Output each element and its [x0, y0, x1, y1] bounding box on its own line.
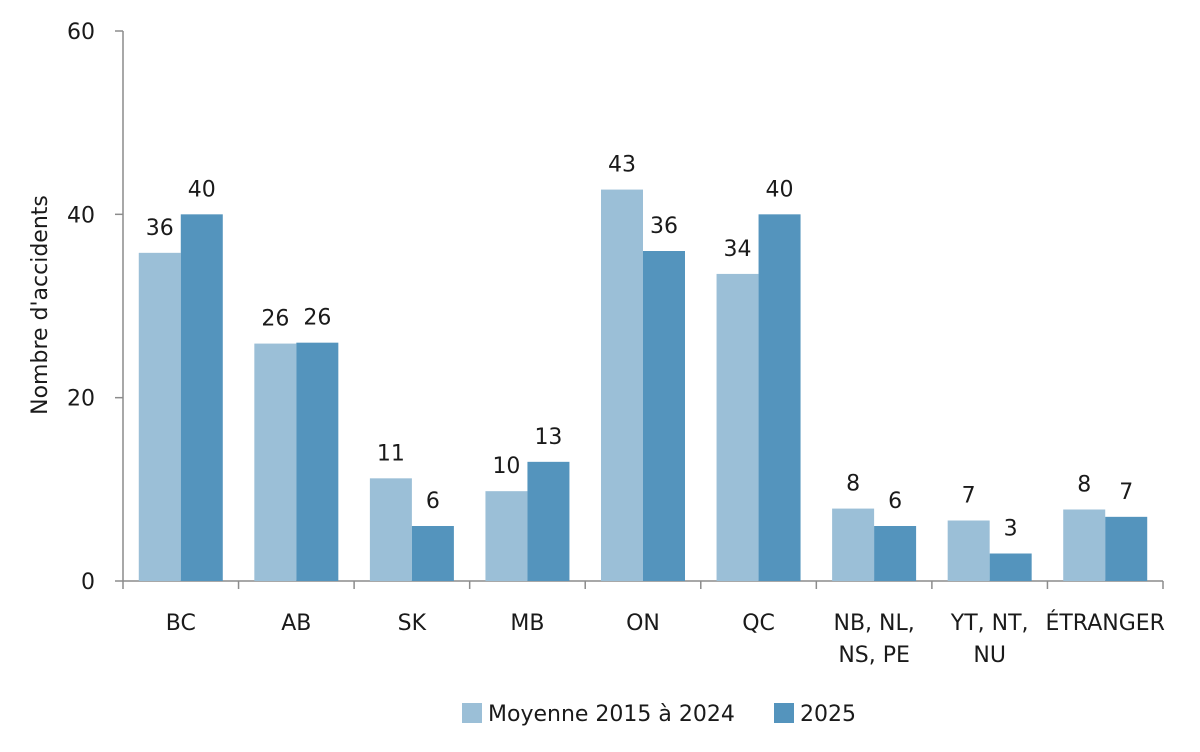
y-tick-label: 0: [81, 570, 95, 595]
bar: [485, 491, 528, 581]
y-tick-label: 60: [67, 20, 95, 45]
category-label: MB: [510, 611, 544, 636]
legend-swatch: [774, 703, 794, 723]
data-label: 8: [1077, 473, 1091, 498]
bar: [874, 526, 917, 581]
data-label: 34: [724, 237, 752, 262]
category-label: ÉTRANGER: [1045, 610, 1164, 636]
bar: [180, 214, 223, 582]
data-label: 40: [188, 177, 216, 202]
data-label: 40: [766, 177, 794, 202]
bar: [411, 526, 454, 581]
data-label: 7: [1119, 480, 1133, 505]
bar: [989, 553, 1032, 581]
legend-label: Moyenne 2015 à 2024: [488, 702, 735, 727]
category-label: YT, NT, NU: [950, 611, 1029, 668]
legend: Moyenne 2015 à 2024 2025: [462, 702, 856, 727]
category-label: AB: [281, 611, 311, 636]
bar: [601, 189, 643, 582]
data-label: 6: [426, 489, 440, 514]
bar: [296, 342, 339, 581]
category-label: QC: [742, 611, 775, 636]
data-label: 7: [962, 484, 976, 509]
data-label: 36: [146, 216, 174, 241]
bar: [254, 343, 297, 581]
bars: [138, 189, 1148, 582]
y-tick-label: 20: [67, 387, 95, 412]
data-label: 13: [534, 425, 562, 450]
data-label: 43: [608, 153, 636, 178]
legend-swatch: [462, 703, 482, 723]
y-axis-label: Nombre d'accidents: [28, 195, 53, 415]
bar: [832, 508, 875, 581]
bar: [947, 520, 990, 581]
bar: [527, 461, 570, 581]
category-label: BC: [166, 611, 196, 636]
bar: [1063, 509, 1106, 581]
category-label: SK: [398, 611, 427, 636]
category-labels: BC AB SK MB ON QC NB, NL, NS, PE YT, NT, NU ÉTRANG…: [166, 610, 1165, 668]
data-label: 26: [303, 306, 331, 331]
data-label: 26: [261, 307, 289, 332]
bar: [643, 251, 685, 581]
data-label: 11: [377, 441, 405, 466]
legend-label: 2025: [800, 702, 856, 727]
data-label: 3: [1004, 517, 1018, 542]
data-label: 6: [888, 489, 902, 514]
data-labels: 36 26 11 10 43 34 8 7 8 40 26 6 13 36 40 6 3 7: [146, 153, 1133, 542]
bar: [716, 273, 759, 581]
data-label: 8: [846, 472, 860, 497]
data-label: 36: [650, 214, 678, 239]
bar: [758, 214, 801, 582]
category-label: ON: [626, 611, 660, 636]
bar: [1105, 516, 1148, 581]
bar: [138, 252, 181, 582]
category-label: NB, NL, NS, PE: [833, 611, 914, 668]
data-label: 10: [492, 454, 520, 479]
bar: [369, 478, 412, 581]
y-tick-label: 40: [67, 203, 95, 228]
